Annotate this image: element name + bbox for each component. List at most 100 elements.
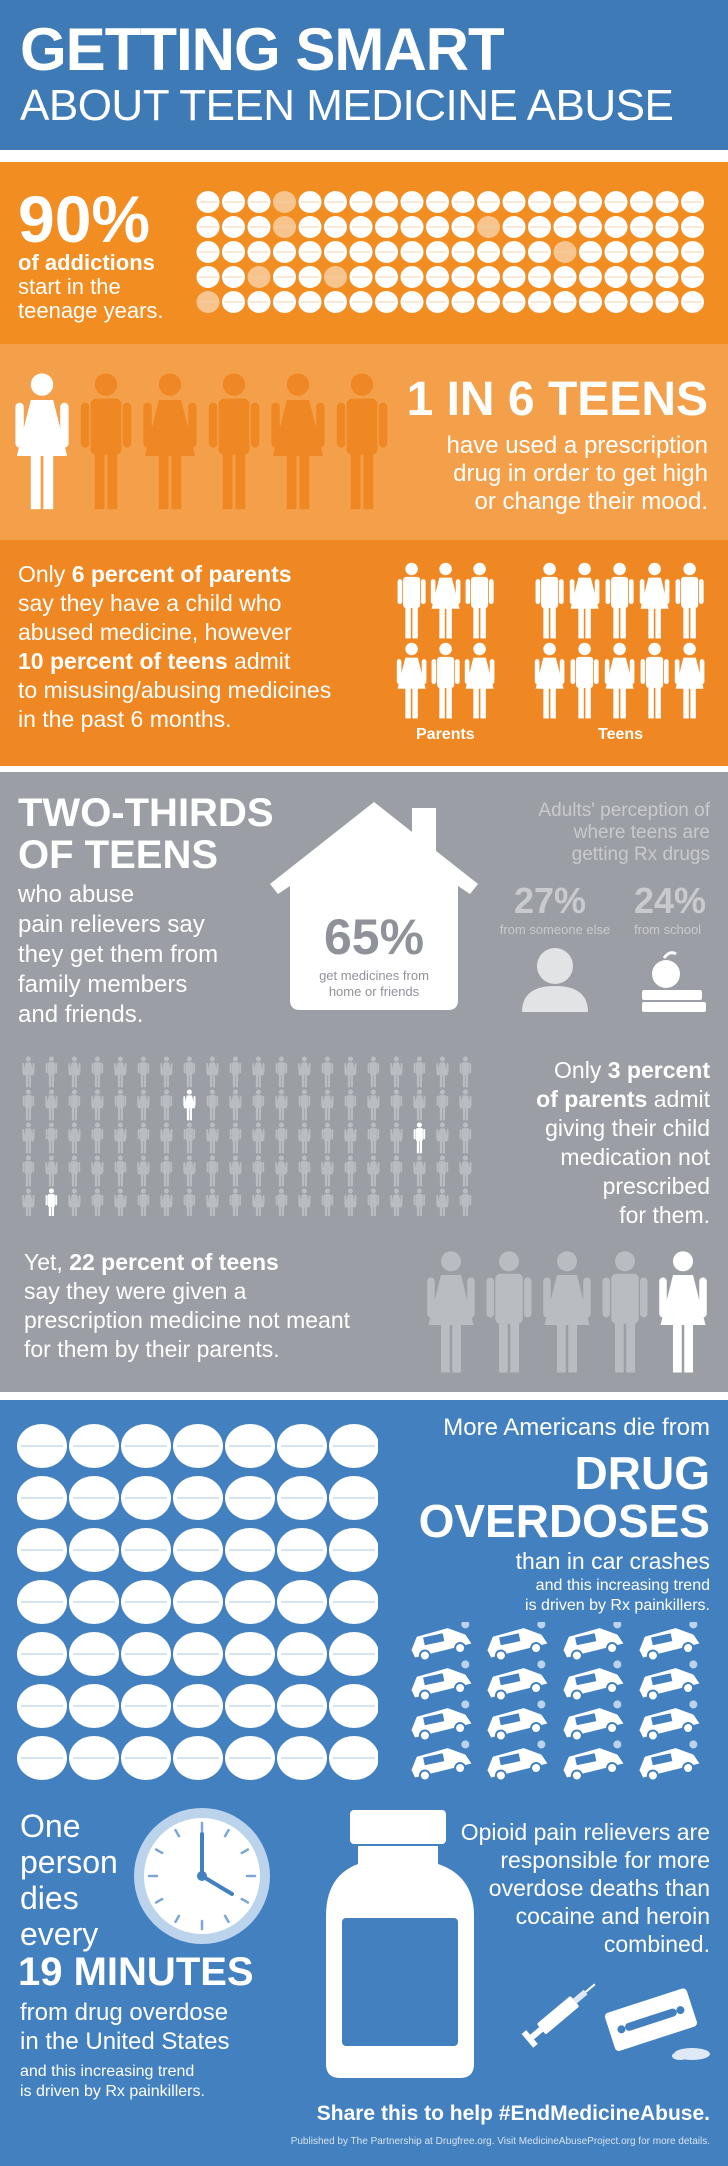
crowd-figure: [275, 1089, 288, 1121]
one-person-line4: every: [20, 1916, 99, 1952]
opioid-line3: overdose deaths than: [488, 1875, 710, 1901]
overdose-pill: [329, 1580, 378, 1624]
overdose-pill: [329, 1736, 378, 1780]
overdose-line3: and this increasing trend: [535, 1577, 710, 1594]
overdose-pill: [69, 1528, 119, 1572]
pill: [298, 216, 322, 238]
share-text[interactable]: Share this to help #EndMedicineAbuse.: [316, 2102, 710, 2125]
divider: [0, 766, 728, 772]
given-figure: [543, 1251, 591, 1373]
teen-figure: [604, 642, 635, 719]
one-person-text: One person dies every: [20, 1808, 118, 1952]
two-thirds-line4: family members: [18, 971, 188, 998]
title-line-2: ABOUT TEEN MEDICINE ABUSE: [20, 81, 674, 130]
crowd-figure: [344, 1089, 357, 1121]
twenty-two-text: Yet, 22 percent of teens say they were g…: [24, 1248, 350, 1364]
pill: [681, 191, 704, 213]
car-crash-icon: [563, 1622, 624, 1662]
pill: [349, 216, 373, 238]
addictions-label-bold: of addictions: [18, 250, 155, 275]
pill: [579, 191, 602, 213]
teen-figure: [208, 373, 260, 510]
crowd-figure: [137, 1089, 150, 1121]
pill: [375, 191, 398, 213]
car-crash-icon: [411, 1700, 472, 1742]
crowd-figure: [22, 1089, 35, 1121]
pill: [553, 216, 577, 238]
parents-vs-teens-section: Only 6 percent of parents say they have …: [0, 540, 728, 766]
crowd-figure: [275, 1188, 288, 1216]
crowd-figure: [45, 1056, 58, 1088]
pill: [426, 191, 449, 213]
syringe-icon: [521, 1983, 596, 2048]
crowd-figure: [22, 1188, 35, 1216]
crowd-figure: [252, 1188, 265, 1216]
crowd-figure: [91, 1122, 104, 1154]
overdose-section: More Americans die from DRUG OVERDOSES t…: [0, 1400, 728, 2166]
overdose-pill: [225, 1528, 275, 1572]
crowd-figure: [390, 1155, 403, 1187]
one-person-line2: person: [20, 1844, 118, 1880]
overdose-pill: [277, 1736, 327, 1780]
crowd-figure: [436, 1188, 449, 1216]
overdose-pill: [277, 1580, 327, 1624]
teen-figure: [640, 642, 669, 719]
two-thirds-line2: pain relievers say: [18, 911, 205, 938]
given-figure: [486, 1251, 532, 1373]
parent-figure: [431, 642, 460, 719]
crowd-figure: [137, 1122, 150, 1154]
crowd-figure: [298, 1155, 311, 1187]
title-line-1: GETTING SMART: [20, 16, 505, 83]
pill: [375, 291, 398, 313]
overdose-pill: [277, 1476, 327, 1520]
pill: [579, 266, 602, 288]
text-prefix: Yet,: [24, 1249, 70, 1275]
crowd-figure: [183, 1155, 196, 1187]
one-in-six-line1: have used a prescription: [446, 432, 709, 459]
overdose-pill: [173, 1684, 223, 1728]
pill: [451, 241, 475, 263]
crowd-figure: [390, 1188, 403, 1216]
three-percent-line4: medication not: [560, 1144, 710, 1170]
pill: [298, 291, 322, 313]
highlighted-pill: [553, 241, 577, 263]
overdose-pill: [17, 1476, 67, 1520]
house-caption: get medicines from home or friends: [262, 968, 486, 1000]
crowd-figure: [344, 1122, 357, 1154]
pill: [655, 266, 679, 288]
crowd-figure: [206, 1056, 219, 1088]
crowd-figure: [22, 1056, 35, 1088]
pill: [630, 291, 653, 313]
pill: [298, 266, 322, 288]
overdose-pill: [329, 1632, 378, 1676]
overdose-pill: [121, 1684, 171, 1728]
car-crash-icon: [487, 1622, 548, 1662]
overdose-pill: [69, 1736, 119, 1780]
nineteen-minutes-stat: 19 MINUTES: [18, 1950, 254, 1994]
car-crash-icon: [487, 1700, 548, 1742]
given-figure: [602, 1251, 648, 1373]
crowd-figure: [459, 1155, 472, 1187]
highlighted-pill: [273, 216, 296, 238]
pill: [604, 241, 628, 263]
crowd-figure: [183, 1122, 196, 1154]
crowd-figure: [390, 1122, 403, 1154]
overdose-pill: [225, 1476, 275, 1520]
overdose-pill: [17, 1684, 67, 1728]
crowd-figure: [183, 1188, 196, 1216]
header-banner: GETTING SMART ABOUT TEEN MEDICINE ABUSE: [0, 0, 728, 150]
pill: [222, 291, 245, 313]
overdose-pill: [121, 1632, 171, 1676]
overdose-pill: [121, 1528, 171, 1572]
parents-text-line6: in the past 6 months.: [18, 706, 232, 732]
pill: [502, 216, 526, 238]
pill: [400, 266, 424, 288]
trend-line1: and this increasing trend: [20, 2063, 195, 2080]
crowd-figure: [114, 1122, 127, 1154]
opioid-text: Opioid pain relievers are responsible fo…: [461, 1818, 710, 1958]
crowd-figure: [68, 1155, 81, 1187]
crowd-figure: [114, 1188, 127, 1216]
crowd-figure: [114, 1155, 127, 1187]
overdose-pill: [225, 1580, 275, 1624]
parent-figure: [396, 642, 427, 719]
